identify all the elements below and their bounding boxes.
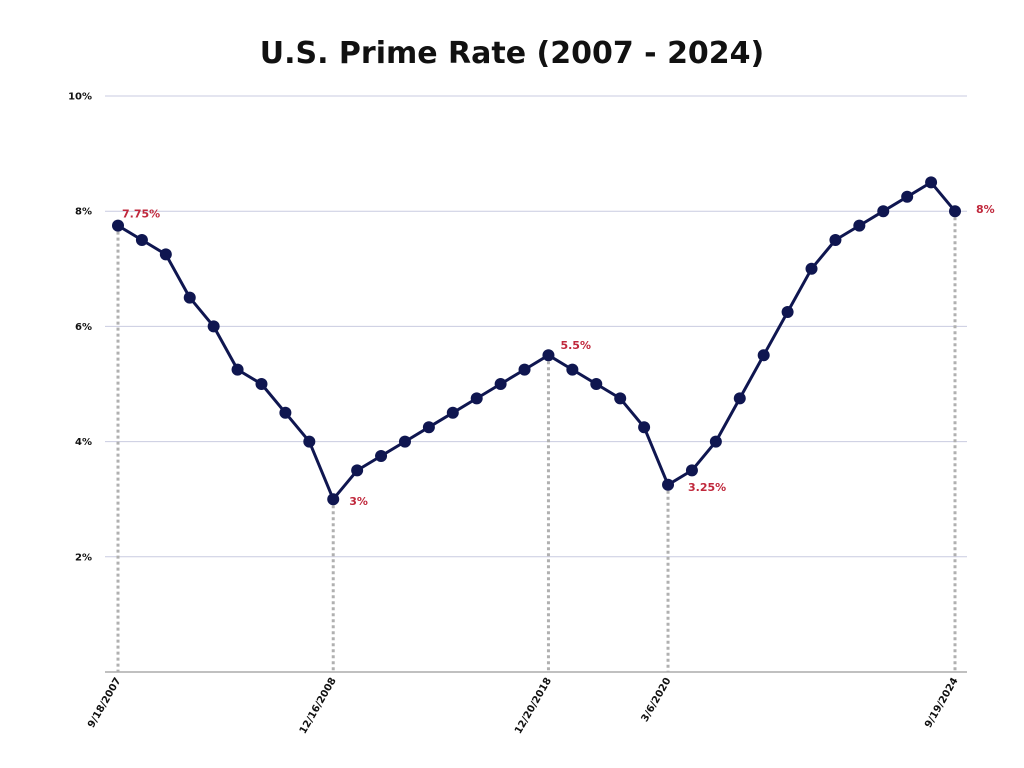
y-tick-label: 4% — [75, 437, 92, 448]
data-point — [135, 234, 148, 246]
data-point — [255, 378, 268, 390]
data-point — [422, 421, 435, 434]
x-tick-label: 12/20/2018 — [513, 676, 554, 736]
data-point — [518, 363, 531, 376]
data-point — [925, 176, 938, 189]
data-point — [159, 248, 172, 261]
data-point — [327, 493, 340, 506]
y-tick-label: 2% — [75, 552, 92, 563]
grid-lines — [105, 95, 967, 673]
annotations: 7.75% 3% 5.5% 3.25% 8% — [122, 203, 995, 508]
data-point — [398, 435, 411, 448]
data-point — [614, 392, 627, 405]
y-axis-ticks: 2% 4% 6% 8% 10% — [68, 92, 92, 564]
data-point — [829, 234, 842, 246]
data-point — [112, 219, 124, 232]
drop-lines — [116, 211, 957, 672]
x-tick-label: 9/18/2007 — [86, 676, 124, 730]
data-point — [781, 306, 794, 318]
data-point — [877, 205, 890, 218]
data-point — [375, 450, 388, 462]
data-point — [470, 392, 483, 405]
x-tick-label: 3/6/2020 — [640, 676, 674, 724]
data-point — [901, 190, 914, 203]
data-point — [183, 291, 196, 304]
chart-title: U.S. Prime Rate (2007 - 2024) — [259, 36, 765, 71]
y-tick-label: 8% — [75, 207, 92, 218]
data-point — [279, 406, 292, 419]
data-point — [853, 219, 866, 232]
data-point — [733, 392, 746, 405]
x-axis-labels: 9/18/2007 12/16/2008 12/20/2018 3/6/2020 9/1… — [86, 676, 961, 736]
data-point — [351, 464, 364, 477]
data-label: 7.75% — [122, 208, 160, 221]
data-label: 3.25% — [688, 481, 726, 494]
data-point — [542, 349, 555, 362]
data-point — [494, 378, 507, 390]
data-label: 8% — [976, 203, 995, 216]
data-label: 5.5% — [560, 339, 591, 352]
data-point — [709, 435, 722, 448]
x-tick-label: 9/19/2024 — [923, 676, 961, 730]
data-point — [949, 205, 961, 218]
data-point — [590, 378, 603, 390]
data-label: 3% — [349, 495, 368, 508]
data-point — [685, 464, 698, 477]
data-point — [566, 363, 579, 376]
data-point — [207, 320, 220, 333]
x-tick-label: 12/16/2008 — [298, 676, 339, 736]
data-points — [112, 176, 961, 506]
data-point — [446, 406, 459, 419]
data-point — [231, 363, 244, 376]
y-tick-label: 10% — [68, 92, 92, 103]
y-tick-label: 6% — [75, 322, 92, 333]
series-line — [117, 180, 957, 501]
data-point — [662, 478, 675, 491]
series-line-layer — [117, 180, 957, 501]
data-point — [805, 262, 818, 275]
data-point — [638, 421, 651, 434]
data-point — [757, 349, 770, 362]
data-point — [303, 435, 316, 448]
